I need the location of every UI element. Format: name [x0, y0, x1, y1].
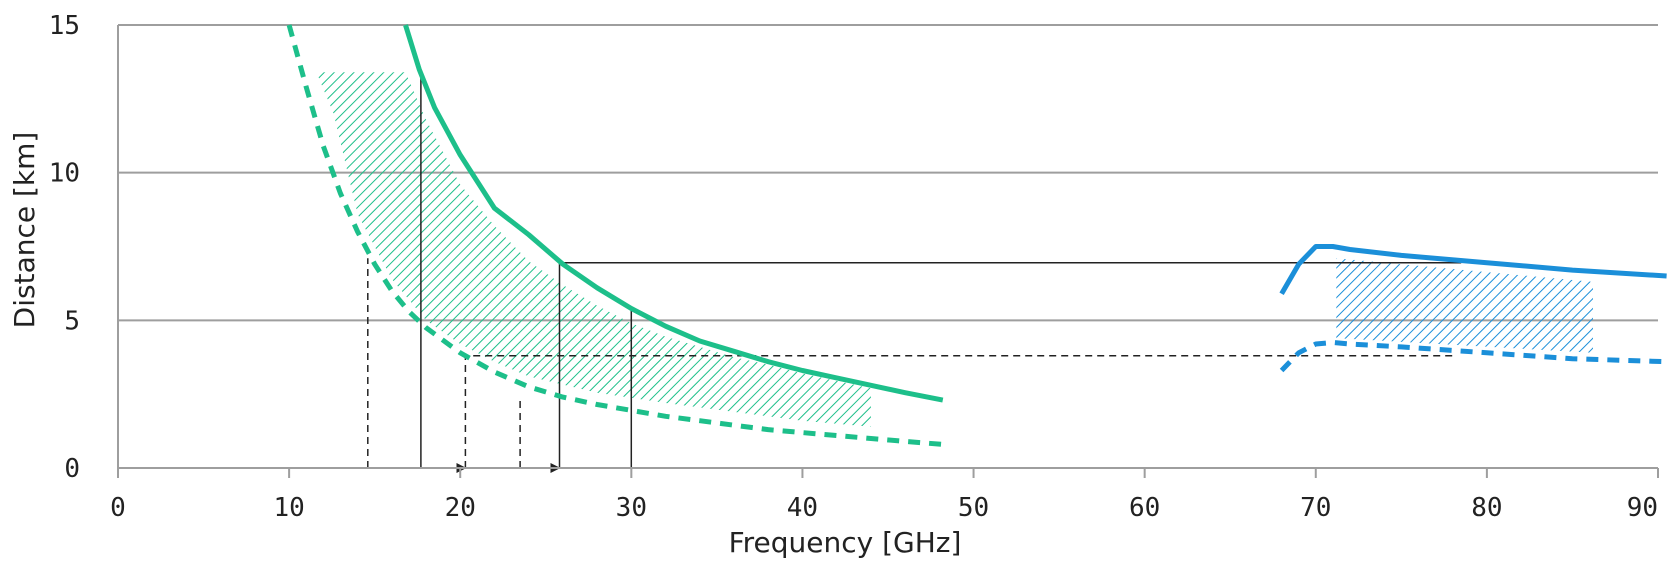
x-tick-label-60: 60	[1129, 493, 1160, 523]
x-tick-label-0: 0	[110, 493, 126, 523]
y-tick-label-5: 5	[64, 306, 80, 336]
x-tick-label-20: 20	[445, 493, 476, 523]
x-axis-title: Frequency [GHz]	[729, 526, 962, 559]
series-line-blue-dashed-3	[1279, 340, 1667, 373]
series-line-green-dashed-1	[286, 24, 943, 447]
hatched-regions	[316, 72, 1593, 427]
series-line-blue-solid-2	[1279, 244, 1667, 296]
x-tick-label-40: 40	[787, 493, 818, 523]
hatched-region-green-0	[316, 72, 871, 427]
series-line-green-solid-0	[403, 24, 944, 403]
hatched-region-blue-1	[1336, 258, 1593, 353]
axes: 0 5 10 15 0 10 20 30 40 50 60 70 80 90	[49, 11, 1659, 523]
x-tick-label-30: 30	[616, 493, 647, 523]
y-tick-label-0: 0	[64, 454, 80, 484]
y-tick-label-15: 15	[49, 11, 80, 41]
x-tick-label-80: 80	[1471, 493, 1502, 523]
x-tick-label-70: 70	[1300, 493, 1331, 523]
data-series	[286, 24, 1667, 447]
x-tick-label-50: 50	[958, 493, 989, 523]
y-tick-label-10: 10	[49, 159, 80, 189]
x-tick-label-10: 10	[273, 493, 304, 523]
x-tick-label-90: 90	[1627, 493, 1658, 523]
y-axis-title: Distance [km]	[8, 132, 41, 329]
